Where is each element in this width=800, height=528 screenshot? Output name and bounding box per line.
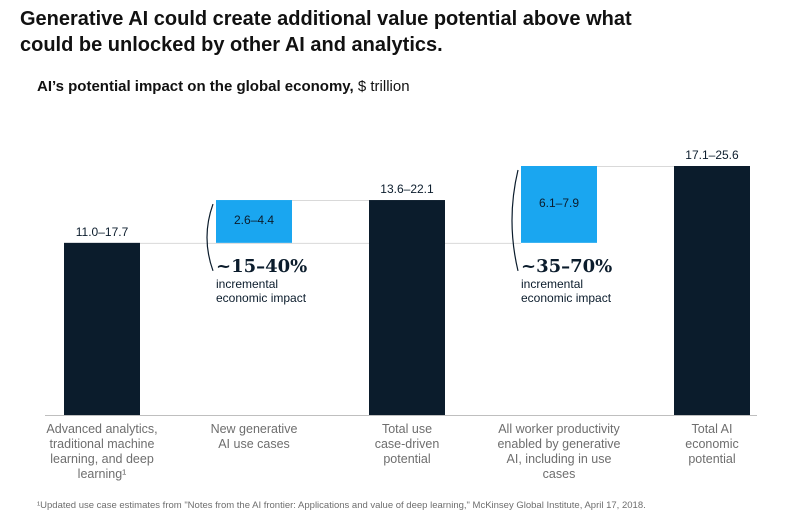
- impact-description: economic impact: [216, 290, 307, 305]
- category-label-line: Total AI: [691, 422, 733, 436]
- category-label: Advanced analytics, traditional machine le…: [27, 422, 177, 482]
- category-label-line: New generative: [210, 422, 298, 436]
- impact-description: incremental: [521, 276, 584, 291]
- incremental-impact-annotation: ~15–40% incremental economic impact: [216, 255, 336, 305]
- subtitle-unit: $ trillion: [353, 78, 410, 95]
- total-bar: [674, 166, 750, 415]
- category-label: New generative AI use cases: [179, 422, 329, 452]
- bar-value-label: 6.1–7.9: [538, 196, 580, 211]
- category-label-line: AI, including in use: [506, 452, 612, 466]
- category-label-line: enabled by generative: [497, 437, 621, 451]
- bar-value-label: 13.6–22.1: [380, 182, 434, 197]
- impact-description: economic impact: [521, 290, 612, 305]
- total-bar: [64, 242, 140, 415]
- subtitle-bold: AI’s potential impact on the global econ…: [37, 78, 354, 95]
- bar-value-label: 2.6–4.4: [233, 213, 275, 228]
- category-label-line: Total use: [381, 422, 433, 436]
- category-label-line: learning, and deep: [50, 452, 154, 466]
- impact-description: incremental: [216, 276, 279, 291]
- category-label-line: learning¹: [77, 467, 127, 481]
- increment-bar: [521, 166, 597, 243]
- category-label: All worker productivity enabled by genera…: [484, 422, 634, 482]
- category-label-line: economic: [685, 437, 739, 451]
- impact-percentage: ~15–40%: [216, 255, 308, 277]
- footnote: ¹Updated use case estimates from "Notes …: [37, 500, 646, 511]
- category-label-line: cases: [542, 467, 576, 481]
- total-bar: [369, 200, 445, 415]
- chart-headline: Generative AI could create additional va…: [20, 8, 632, 56]
- category-label: Total AI economic potential: [637, 422, 787, 467]
- bar-value-label: 11.0–17.7: [75, 224, 129, 239]
- bracket-icon: [206, 203, 214, 272]
- impact-percentage: ~35–70%: [521, 255, 613, 277]
- category-label: Total use case-driven potential: [332, 422, 482, 467]
- bar-value-label: 17.1–25.6: [685, 148, 739, 162]
- category-label-line: case-driven: [374, 437, 440, 451]
- category-label-line: Advanced analytics,: [46, 422, 158, 436]
- category-label-line: traditional machine: [49, 437, 155, 451]
- category-label-line: All worker productivity: [498, 422, 620, 436]
- chart-subtitle: AI’s potential impact on the global econ…: [37, 78, 410, 95]
- bracket-icon: [511, 169, 519, 271]
- category-label-line: AI use cases: [218, 437, 290, 451]
- category-label-line: potential: [688, 452, 736, 466]
- incremental-impact-annotation: ~35–70% incremental economic impact: [521, 255, 641, 305]
- category-label-line: potential: [383, 452, 431, 466]
- increment-bar: [216, 200, 292, 243]
